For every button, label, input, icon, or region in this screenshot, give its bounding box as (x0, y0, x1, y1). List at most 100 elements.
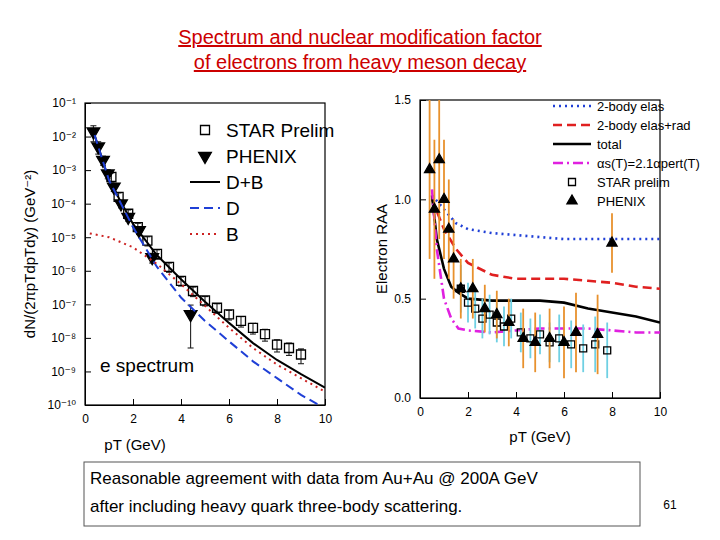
x-tick-mark (612, 392, 613, 398)
plot-frame (420, 100, 660, 398)
error-bar-line (582, 324, 584, 372)
y-tick-label: 10⁻⁶ (51, 264, 76, 278)
y-axis-line (85, 104, 86, 406)
slide-canvas: Spectrum and nuclear modification factor… (0, 0, 720, 540)
y-axis-line (420, 101, 421, 399)
data-point (468, 283, 478, 292)
y-axis: 10⁻¹⁰10⁻⁹10⁻⁸10⁻⁷10⁻⁶10⁻⁵10⁻⁴10⁻³10⁻²10⁻… (48, 96, 92, 412)
y-tick-label: 10⁻³ (52, 163, 76, 177)
error-bar-line (489, 295, 491, 335)
data-point (518, 333, 528, 342)
legend-entry: D+B (190, 172, 264, 193)
error-bar-line (474, 289, 476, 329)
x-tick-mark (133, 399, 134, 405)
error-bar (571, 321, 572, 369)
y-tick-mark (85, 338, 91, 339)
data-point (537, 331, 544, 338)
error-bar-line (429, 100, 431, 259)
data-point (449, 253, 459, 262)
error-bar-line (539, 315, 541, 355)
y-tick: 10⁻³ (52, 163, 91, 177)
error-bar-line (264, 329, 265, 341)
x-tick-label: 8 (609, 405, 616, 419)
data-point (225, 310, 234, 319)
data-point (87, 128, 100, 139)
y-tick: 10⁻¹ (52, 96, 91, 110)
error-bar-cap (238, 327, 244, 328)
caption-text: after including heavy quark three-body s… (90, 497, 462, 516)
error-bar (530, 319, 531, 359)
data-point (425, 164, 435, 173)
chart-0: 024681010⁻¹⁰10⁻⁹10⁻⁸10⁻⁷10⁻⁶10⁻⁵10⁻⁴10⁻³… (21, 96, 334, 453)
error-bar-line (558, 315, 560, 363)
y-tick: 10⁻¹⁰ (48, 398, 92, 412)
error-bar (595, 317, 596, 373)
y-tick: 10⁻⁷ (52, 298, 91, 312)
data-point (439, 193, 449, 202)
error-bar (439, 100, 440, 239)
series-line (432, 189, 660, 332)
y-tick-label: 10⁻⁹ (51, 365, 76, 379)
x-tick-mark (325, 399, 326, 405)
x-tick-mark (229, 399, 230, 405)
legend-entry: total (553, 137, 622, 152)
y-tick: 0.5 (394, 292, 426, 306)
legend-symbol (569, 179, 576, 186)
series-line (432, 199, 660, 288)
x-tick: 10 (654, 392, 668, 419)
x-axis: 0246810 (82, 399, 332, 426)
data-point (237, 316, 246, 325)
x-tick: 8 (609, 392, 616, 419)
legend-entry: 2-body elas (553, 99, 665, 114)
y-tick: 0.0 (394, 391, 426, 405)
error-bar (468, 283, 469, 323)
y-tick-mark (420, 299, 426, 300)
legend-entry: STAR Prelim (201, 120, 335, 141)
legend-entry: STAR prelim (569, 175, 670, 190)
error-bar (607, 323, 608, 379)
data-point (273, 340, 282, 349)
data-point (530, 336, 540, 345)
legend-symbol (190, 181, 220, 183)
x-tick-label: 2 (130, 412, 137, 426)
series (432, 199, 660, 288)
legend-symbol (553, 162, 591, 165)
error-bar-line (520, 313, 522, 353)
series (425, 100, 618, 378)
error-bar-cap (286, 355, 292, 356)
data-point (465, 299, 472, 306)
error-bar (274, 340, 280, 352)
error-bar-line (467, 283, 469, 323)
x-tick-label: 8 (274, 412, 281, 426)
x-tick: 6 (561, 392, 568, 419)
y-tick: 1.5 (394, 93, 426, 107)
y-axis: 0.0 0.5 1.0 1.5 (394, 93, 426, 405)
data-point (261, 330, 270, 339)
error-bar (559, 315, 560, 363)
error-bar-line (530, 319, 532, 359)
x-axis: 0246810 (417, 392, 667, 419)
data-point (249, 323, 258, 332)
error-bar (286, 343, 292, 355)
error-bar (583, 324, 584, 372)
x-tick-mark (564, 392, 565, 398)
y-tick-mark (85, 371, 91, 372)
legend-label: PHENIX (597, 194, 646, 209)
error-bar-cap (188, 347, 194, 348)
y-tick: 10⁻⁶ (51, 264, 91, 278)
y-tick-mark (420, 398, 426, 399)
plot-area (87, 126, 325, 405)
legend: STAR PrelimPHENIXD+BDB (190, 120, 334, 245)
error-bar-line (438, 100, 440, 239)
error-bar (475, 289, 476, 329)
y-tick-mark (85, 204, 91, 205)
x-tick-label: 0 (417, 405, 424, 419)
data-point (297, 350, 306, 359)
y-tick: 10⁻² (52, 130, 91, 144)
x-tick-label: 6 (226, 412, 233, 426)
y-axis-title: Electron RAA (373, 204, 390, 294)
x-tick-label: 0 (82, 412, 89, 426)
x-tick: 4 (513, 392, 520, 419)
y-tick-label: 0.0 (394, 391, 411, 405)
y-tick-label: 1.0 (394, 193, 411, 207)
